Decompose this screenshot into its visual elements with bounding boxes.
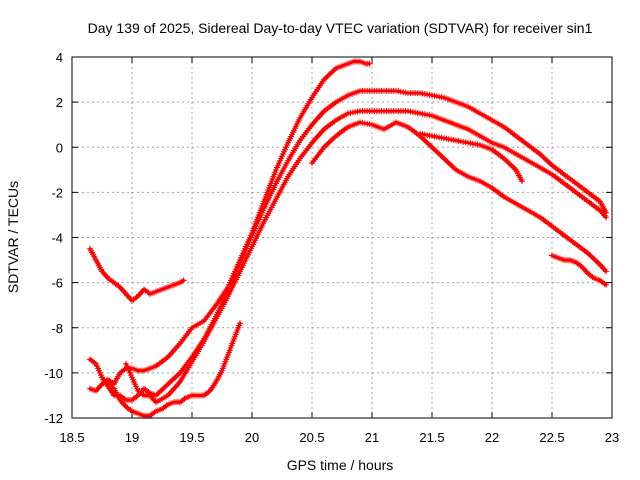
series-trace (310, 120, 608, 273)
data-point (366, 60, 373, 67)
x-axis-label: GPS time / hours (287, 457, 394, 473)
data-point (603, 268, 609, 275)
x-tick-label: 23 (605, 430, 619, 445)
x-tick-label: 20.5 (299, 430, 324, 445)
x-tick-label: 18.5 (59, 430, 84, 445)
data-point (519, 178, 525, 185)
series-arc-4 (123, 108, 609, 406)
x-tick-label: 22 (485, 430, 499, 445)
axis-ticks (71, 56, 613, 419)
y-tick-label: 2 (56, 95, 63, 110)
series-arc-3 (87, 87, 609, 403)
y-tick-label: -6 (51, 276, 63, 291)
x-tick-label: 19 (125, 430, 139, 445)
y-tick-labels: -12 -10 -8 -6 -4 -2 0 2 4 (44, 50, 63, 426)
y-tick-label: -4 (51, 231, 63, 246)
x-tick-label: 19.5 (179, 430, 204, 445)
series-trace (418, 132, 524, 183)
y-tick-label: -10 (44, 366, 63, 381)
grid (72, 57, 612, 418)
series-arc-5 (105, 320, 243, 419)
series-trace (88, 89, 608, 402)
series-arc-1 (87, 245, 187, 304)
y-tick-label: 0 (56, 140, 63, 155)
series-trace (124, 109, 608, 404)
y-tick-label: 4 (56, 50, 63, 65)
x-tick-label: 21.5 (419, 430, 444, 445)
x-tick-label: 22.5 (539, 430, 564, 445)
series-arc-7 (417, 130, 525, 185)
y-tick-label: -8 (51, 321, 63, 336)
x-tick-labels: 18.5 19 19.5 20 20.5 21 21.5 22 22.5 23 (59, 430, 619, 445)
data-series (87, 58, 609, 419)
chart-title: Day 139 of 2025, Sidereal Day-to-day VTE… (88, 20, 593, 36)
series-arc-6 (309, 119, 609, 275)
y-axis-label: SDTVAR / TECUs (5, 181, 21, 293)
y-tick-label: -2 (51, 185, 63, 200)
x-tick-label: 21 (365, 430, 379, 445)
series-arc-8 (549, 252, 609, 288)
data-point (603, 214, 609, 221)
data-point (237, 320, 243, 327)
x-tick-label: 20 (245, 430, 259, 445)
series-arc-2 (87, 58, 373, 394)
data-point (180, 277, 187, 284)
y-tick-label: -12 (44, 411, 63, 426)
